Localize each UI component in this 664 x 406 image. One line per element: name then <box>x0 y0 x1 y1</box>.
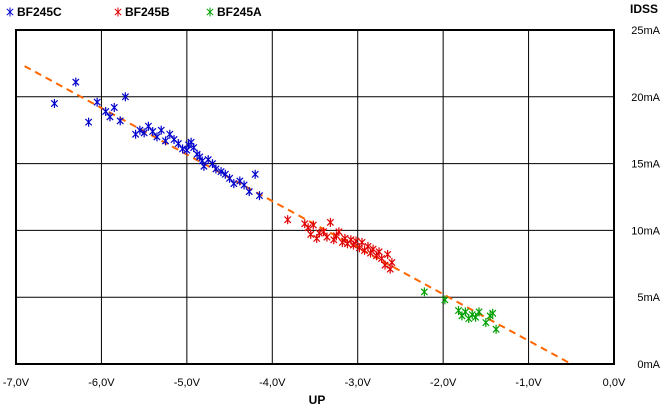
data-point <box>190 143 198 153</box>
legend-item: BF245B <box>114 5 170 19</box>
data-point <box>106 112 114 122</box>
data-point <box>217 167 225 177</box>
data-point <box>369 244 377 254</box>
x-tick-label: -7,0V <box>3 377 30 389</box>
data-point <box>116 116 124 126</box>
data-point <box>471 312 480 322</box>
y-axis-title: IDSS <box>630 2 658 16</box>
data-point <box>381 260 389 270</box>
x-tick-label: 0,0V <box>603 377 626 389</box>
data-point <box>492 324 500 334</box>
data-point <box>225 173 234 183</box>
data-point <box>240 180 248 190</box>
data-point <box>326 217 335 227</box>
data-point <box>309 220 317 230</box>
data-point <box>304 223 312 233</box>
y-tick-label: 20mA <box>631 92 660 104</box>
y-tick-label: 25mA <box>631 25 660 37</box>
y-tick-label: 5mA <box>637 292 660 304</box>
data-point <box>212 164 220 174</box>
data-point <box>461 307 469 317</box>
legend-marker <box>114 7 122 17</box>
data-point <box>315 228 323 238</box>
data-point <box>144 121 153 131</box>
data-point <box>200 161 208 171</box>
data-point <box>166 129 174 139</box>
data-point <box>335 227 343 237</box>
data-point <box>352 236 360 246</box>
data-point <box>161 136 170 146</box>
legend-item: BF245C <box>6 5 62 19</box>
data-point <box>482 318 490 328</box>
y-tick-label: 10mA <box>631 225 660 237</box>
legend: BF245C BF245B BF245A <box>6 5 262 19</box>
legend-marker <box>206 7 214 17</box>
series-bf245b <box>284 215 396 274</box>
x-axis-title: UP <box>309 393 326 406</box>
data-point <box>358 237 366 247</box>
data-point <box>284 215 292 225</box>
data-point <box>420 287 428 297</box>
y-axis-tick-labels: 0mA 5mA 10mA 15mA 20mA 25mA <box>631 25 660 371</box>
data-point <box>208 159 217 169</box>
data-point <box>255 191 264 201</box>
x-tick-label: -3,0V <box>345 377 372 389</box>
data-point <box>364 241 372 251</box>
data-point <box>230 179 238 189</box>
data-point <box>153 132 161 142</box>
y-tick-label: 15mA <box>631 159 660 171</box>
data-point <box>93 97 101 107</box>
data-point <box>375 247 383 257</box>
legend-item: BF245A <box>206 5 262 19</box>
y-tick-label: 0mA <box>637 359 660 371</box>
data-point <box>441 295 449 305</box>
data-point <box>72 77 80 87</box>
data-point <box>84 117 93 127</box>
data-point <box>251 169 259 179</box>
data-point <box>149 127 157 137</box>
data-point <box>245 187 253 197</box>
data-point <box>454 306 463 316</box>
data-point <box>178 144 187 154</box>
series-bf245c <box>50 77 264 201</box>
data-point <box>307 229 315 239</box>
legend-label: BF245B <box>125 5 170 19</box>
plot-area-border <box>15 29 615 365</box>
legend-label: BF245A <box>217 5 262 19</box>
x-tick-label: -1,0V <box>515 377 542 389</box>
data-point <box>136 125 144 135</box>
data-point <box>140 128 148 138</box>
x-tick-label: -5,0V <box>174 377 201 389</box>
x-tick-label: -6,0V <box>88 377 115 389</box>
data-point <box>319 227 328 237</box>
data-point <box>102 106 110 116</box>
trendline <box>24 65 572 365</box>
data-point <box>174 139 182 149</box>
data-point <box>110 102 118 112</box>
x-axis-tick-labels: -7,0V -6,0V -5,0V -4,0V -3,0V -2,0V -1,0V 0,0V <box>3 377 626 389</box>
data-point <box>323 232 331 242</box>
data-point <box>386 264 394 274</box>
x-tick-label: -4,0V <box>259 377 286 389</box>
legend-marker <box>6 7 14 17</box>
x-tick-label: -2,0V <box>430 377 457 389</box>
data-point <box>121 92 129 102</box>
data-point <box>157 125 165 135</box>
series-bf245a <box>420 287 500 334</box>
data-point <box>383 249 392 259</box>
data-point <box>378 253 386 263</box>
data-point <box>50 98 59 108</box>
legend-label: BF245C <box>17 5 62 19</box>
data-point <box>475 307 483 317</box>
data-point <box>489 308 497 318</box>
data-point <box>388 257 396 267</box>
data-points <box>50 77 500 334</box>
